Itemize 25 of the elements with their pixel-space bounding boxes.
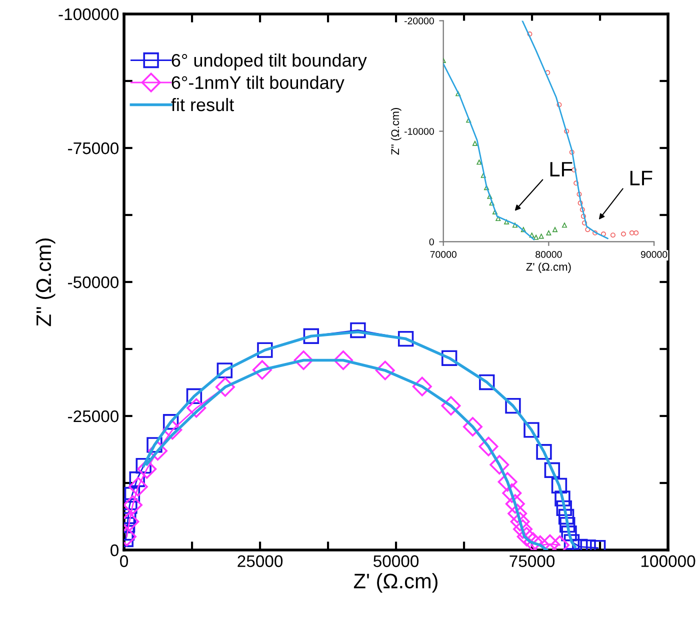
x-tick-label: 90000: [640, 251, 668, 258]
y-tick-label: -20000: [404, 17, 434, 24]
annotation: LF: [550, 162, 572, 176]
y-tick-label: -25000: [68, 410, 119, 422]
y-tick-label: -75000: [68, 142, 119, 154]
x-axis-title: Z' (Ω.cm): [526, 262, 571, 273]
x-tick-label: 75000: [510, 555, 555, 568]
y-tick-label: 0: [429, 238, 434, 246]
legend-label: 6° undoped tilt boundary: [172, 53, 367, 70]
x-tick-label: 25000: [238, 555, 283, 568]
y-axis-title: Z'' (Ω.cm): [36, 238, 56, 326]
x-tick-label: 50000: [374, 555, 419, 568]
x-axis-title: Z' (Ω.cm): [354, 573, 438, 593]
y-tick-label: -100000: [58, 8, 119, 20]
x-tick-label: 70000: [430, 251, 456, 258]
y-axis-title: Z'' (Ω.cm): [390, 108, 402, 155]
x-tick-label: 80000: [536, 251, 562, 258]
x-tick-label: 0: [120, 555, 128, 568]
y-tick-label: -50000: [68, 276, 119, 288]
annotation: LF: [630, 170, 652, 186]
legend-label: 6°-1nmY tilt boundary: [172, 76, 344, 93]
x-tick-label: 100000: [641, 555, 696, 568]
y-tick-label: 0: [110, 544, 119, 556]
legend-label: fit result: [171, 98, 234, 112]
y-tick-label: -10000: [404, 128, 434, 135]
